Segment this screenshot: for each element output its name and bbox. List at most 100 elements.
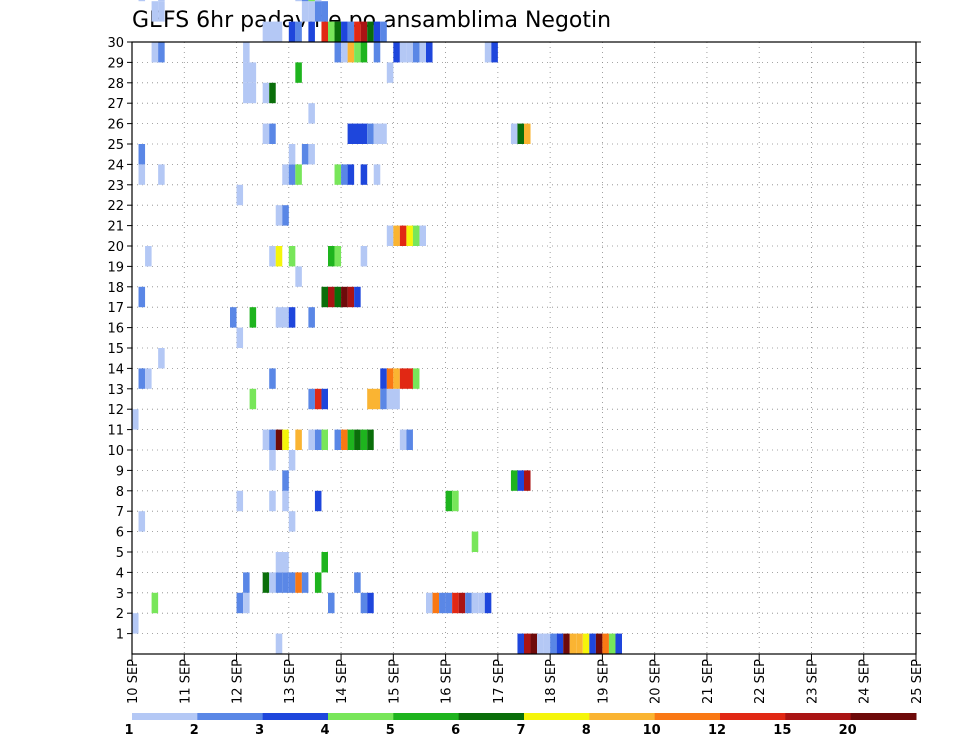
precip-cell — [145, 246, 152, 267]
precip-cell — [393, 225, 400, 246]
precip-cell — [262, 123, 270, 144]
y-tick-label: 20 — [107, 240, 124, 255]
precip-cell — [341, 42, 348, 63]
precip-cell — [295, 62, 302, 83]
precip-cell — [399, 42, 407, 63]
precip-cell — [543, 633, 551, 654]
precip-cell — [491, 42, 498, 63]
precip-cell — [341, 286, 348, 308]
precip-cell — [158, 348, 165, 369]
precip-cell — [308, 21, 315, 42]
precip-cell — [380, 368, 387, 389]
precip-cell — [269, 572, 276, 593]
precip-cell — [236, 184, 244, 206]
precip-cell — [308, 429, 315, 450]
colorbar-swatch — [720, 713, 786, 720]
precip-cell — [288, 511, 296, 532]
precip-cell — [354, 429, 361, 450]
precip-cell — [367, 123, 374, 144]
precip-cell — [282, 470, 289, 491]
precip-cell — [439, 592, 446, 614]
precip-cell — [321, 1, 328, 22]
colorbar-label: 8 — [582, 723, 591, 738]
precip-cell — [589, 633, 596, 654]
precip-cell — [347, 21, 355, 42]
precip-cell — [295, 164, 302, 185]
precip-cell — [582, 633, 590, 654]
data-cells — [132, 0, 622, 654]
x-tick-label: 20 SEP — [649, 659, 664, 704]
colorbar-label: 6 — [451, 723, 460, 738]
precip-cell — [314, 1, 322, 22]
colorbar-swatch — [262, 713, 329, 720]
precip-cell — [158, 42, 165, 63]
x-tick-label: 21 SEP — [701, 659, 716, 704]
precip-cell — [556, 633, 564, 654]
precip-cell — [347, 429, 355, 450]
precip-cell — [328, 286, 335, 308]
precip-cell — [145, 368, 152, 389]
y-tick-label: 11 — [107, 424, 124, 439]
precip-cell — [269, 368, 276, 389]
precip-cell — [510, 470, 518, 491]
colorbar-swatch — [850, 713, 917, 720]
colorbar-swatch — [132, 713, 198, 720]
precip-cell — [602, 633, 609, 654]
precip-cell — [269, 490, 276, 512]
y-tick-label: 8 — [116, 485, 124, 500]
precip-cell — [138, 511, 146, 532]
precip-cell — [151, 42, 159, 63]
y-tick-label: 28 — [107, 77, 124, 92]
precip-cell — [550, 633, 557, 654]
precip-cell — [151, 592, 159, 614]
precip-cell — [288, 246, 296, 267]
precip-cell — [517, 633, 524, 654]
precip-cell — [138, 286, 146, 308]
precip-cell — [471, 531, 479, 552]
precip-cell — [354, 286, 361, 308]
y-tick-label: 4 — [116, 566, 124, 581]
precip-cell — [367, 388, 381, 410]
precip-cell — [399, 225, 407, 246]
precip-cell — [275, 246, 283, 267]
precip-cell — [288, 572, 296, 593]
precip-cell — [262, 429, 270, 450]
precip-cell — [478, 592, 485, 614]
colorbar-label: 5 — [386, 723, 395, 738]
colorbar-swatch — [197, 713, 264, 720]
precip-cell — [452, 592, 459, 614]
precip-cell — [236, 490, 244, 512]
precip-cell — [354, 42, 361, 63]
precip-cell — [321, 286, 328, 308]
y-tick-label: 12 — [107, 403, 124, 418]
precip-cell — [569, 633, 577, 654]
y-tick-label: 14 — [107, 362, 124, 377]
precip-cell — [282, 572, 289, 593]
precip-cell — [334, 286, 342, 308]
y-tick-label: 21 — [107, 220, 124, 235]
precip-cell — [510, 123, 518, 144]
y-tick-label: 26 — [107, 118, 124, 133]
precip-cell — [328, 246, 335, 267]
precip-cell — [262, 572, 270, 593]
precip-cell — [158, 0, 165, 2]
colorbar-swatch — [524, 713, 590, 720]
colorbar-label: 4 — [320, 723, 329, 738]
precip-cell — [301, 0, 309, 2]
precip-cell — [354, 21, 361, 42]
precip-cell — [360, 429, 368, 450]
colorbar-label: 2 — [190, 723, 199, 738]
precip-cell — [295, 572, 302, 593]
y-tick-label: 13 — [107, 383, 124, 398]
precip-cell — [328, 21, 335, 42]
precip-cell — [288, 450, 296, 471]
colorbar-label: 15 — [773, 723, 791, 738]
precip-cell — [269, 123, 276, 144]
colorbar-label: 1 — [124, 723, 133, 738]
precip-cell — [386, 62, 394, 83]
precip-cell — [275, 429, 283, 450]
x-axis: 10 SEP 11 SEP 12 SEP 13 SEP 14 SEP 15 SEP 16 S… — [126, 654, 925, 704]
precip-cell — [412, 42, 420, 63]
y-tick-label: 15 — [107, 342, 124, 357]
precip-cell — [282, 490, 289, 512]
